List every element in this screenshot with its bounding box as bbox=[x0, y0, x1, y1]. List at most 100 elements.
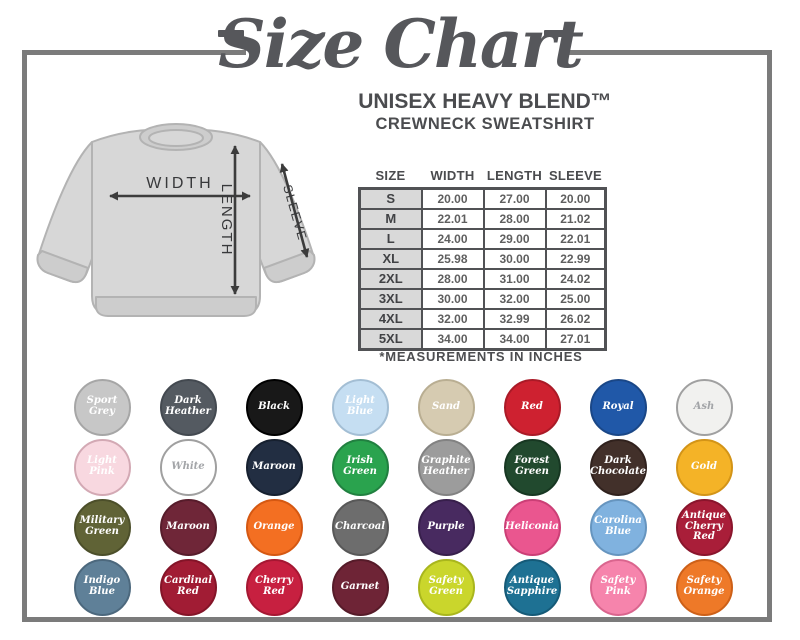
color-swatch-label: Antique Sapphire bbox=[506, 575, 558, 597]
size-cell: 5XL bbox=[358, 328, 423, 351]
size-cell: 3XL bbox=[358, 288, 423, 310]
swatch-light-pink: Light Pink bbox=[73, 438, 131, 496]
col-header-width: WIDTH bbox=[430, 168, 475, 183]
length-cell: 28.00 bbox=[482, 208, 547, 230]
size-table: SIZE WIDTH LENGTH SLEEVE S 20.00 27.00 2… bbox=[358, 168, 607, 351]
size-cell: 2XL bbox=[358, 268, 423, 290]
width-cell: 25.98 bbox=[420, 248, 485, 270]
sleeve-cell: 27.01 bbox=[544, 328, 607, 351]
width-cell: 30.00 bbox=[420, 288, 485, 310]
color-swatch-label: Purple bbox=[427, 520, 465, 532]
sleeve-cell: 20.00 bbox=[544, 187, 607, 210]
swatch-military-green: Military Green bbox=[73, 498, 131, 556]
frame-border-bottom bbox=[22, 617, 772, 622]
color-swatch-label: Dark Heather bbox=[165, 395, 211, 417]
width-arrow-label: WIDTH bbox=[146, 175, 213, 192]
color-swatch-grid: Sport Grey Dark Heather Black Light Blue… bbox=[59, 377, 747, 617]
length-cell: 32.00 bbox=[482, 288, 547, 310]
color-swatch-label: Carolina Blue bbox=[594, 515, 642, 537]
swatch-gold: Gold bbox=[675, 438, 733, 496]
width-cell: 24.00 bbox=[420, 228, 485, 250]
color-swatch-label: Safety Pink bbox=[600, 575, 636, 597]
swatch-antique-cherry-red: Antique Cherry Red bbox=[675, 498, 733, 556]
color-swatch-label: Dark Chocolate bbox=[590, 455, 646, 477]
length-cell: 34.00 bbox=[482, 328, 547, 351]
sleeve-cell: 21.02 bbox=[544, 208, 607, 230]
width-cell: 20.00 bbox=[420, 187, 485, 210]
swatch-dark-chocolate: Dark Chocolate bbox=[589, 438, 647, 496]
col-header-length: LENGTH bbox=[486, 168, 543, 183]
swatch-charcoal: Charcoal bbox=[331, 498, 389, 556]
length-cell: 30.00 bbox=[482, 248, 547, 270]
color-swatch-label: Maroon bbox=[166, 520, 210, 532]
color-swatch-label: Light Blue bbox=[345, 395, 375, 417]
swatch-white: White bbox=[159, 438, 217, 496]
sleeve-arrow bbox=[279, 163, 310, 258]
swatch-graphite-heather: Graphite Heather bbox=[417, 438, 475, 496]
col-header-sleeve: SLEEVE bbox=[548, 168, 603, 183]
length-cell: 32.99 bbox=[482, 308, 547, 330]
title-dash-left bbox=[218, 30, 244, 37]
frame-border-left bbox=[22, 50, 27, 622]
length-cell: 27.00 bbox=[482, 187, 547, 210]
swatch-safety-orange: Safety Orange bbox=[675, 558, 733, 616]
table-row: XL 25.98 30.00 22.99 bbox=[358, 248, 607, 270]
table-row: M 22.01 28.00 21.02 bbox=[358, 208, 607, 230]
sweatshirt-graphic bbox=[36, 123, 316, 317]
table-row: S 20.00 27.00 20.00 bbox=[358, 187, 607, 210]
sweatshirt-measurement-diagram: WIDTH LENGTH SLEEVE bbox=[36, 123, 316, 317]
size-cell: M bbox=[358, 208, 423, 230]
swatch-forest-green: Forest Green bbox=[503, 438, 561, 496]
width-cell: 32.00 bbox=[420, 308, 485, 330]
swatch-heliconia: Heliconia bbox=[503, 498, 561, 556]
swatch-sport-grey: Sport Grey bbox=[73, 378, 131, 436]
color-swatch-label: White bbox=[171, 460, 205, 472]
width-cell: 22.01 bbox=[420, 208, 485, 230]
color-swatch-label: Antique Cherry Red bbox=[681, 509, 727, 543]
swatch-safety-pink: Safety Pink bbox=[589, 558, 647, 616]
swatch-ash: Ash bbox=[675, 378, 733, 436]
color-swatch-label: Cherry Red bbox=[255, 575, 293, 597]
table-row: 5XL 34.00 34.00 27.01 bbox=[358, 328, 607, 351]
color-swatch-label: Orange bbox=[253, 520, 295, 532]
color-swatch-label: Graphite Heather bbox=[421, 455, 471, 477]
swatch-purple: Purple bbox=[417, 498, 475, 556]
frame-border-top-left bbox=[22, 50, 246, 55]
color-swatch-label: Light Pink bbox=[87, 455, 117, 477]
measurements-note: *MEASUREMENTS IN INCHES bbox=[379, 349, 583, 364]
size-table-header-row: SIZE WIDTH LENGTH SLEEVE bbox=[360, 168, 606, 189]
swatch-maroon: Maroon bbox=[159, 498, 217, 556]
table-row: 4XL 32.00 32.99 26.02 bbox=[358, 308, 607, 330]
width-cell: 34.00 bbox=[420, 328, 485, 351]
table-row: L 24.00 29.00 22.01 bbox=[358, 228, 607, 250]
swatch-black: Black bbox=[245, 378, 303, 436]
swatch-dark-heather: Dark Heather bbox=[159, 378, 217, 436]
color-swatch-label: Charcoal bbox=[335, 520, 386, 532]
measurement-arrows bbox=[109, 145, 310, 295]
color-swatch-label: Maroon bbox=[252, 460, 296, 472]
title-dash-right bbox=[544, 30, 570, 37]
sleeve-cell: 26.02 bbox=[544, 308, 607, 330]
swatch-red: Red bbox=[503, 378, 561, 436]
color-swatch-label: Garnet bbox=[340, 580, 380, 592]
swatch-irish-green: Irish Green bbox=[331, 438, 389, 496]
page-title: Size Chart bbox=[218, 5, 584, 83]
color-swatch-label: Safety Orange bbox=[683, 575, 725, 597]
color-swatch-label: Indigo Blue bbox=[83, 575, 121, 597]
color-swatch-label: Black bbox=[258, 400, 290, 412]
swatch-royal: Royal bbox=[589, 378, 647, 436]
size-cell: 4XL bbox=[358, 308, 423, 330]
color-swatch-label: Gold bbox=[690, 460, 717, 472]
length-arrow-label: LENGTH bbox=[218, 184, 235, 257]
sleeve-cell: 22.01 bbox=[544, 228, 607, 250]
color-swatch-label: Ash bbox=[693, 400, 715, 412]
size-cell: L bbox=[358, 228, 423, 250]
color-swatch-label: Red bbox=[521, 400, 543, 412]
frame-border-top-right bbox=[560, 50, 772, 55]
size-cell: S bbox=[358, 187, 423, 210]
table-row: 3XL 30.00 32.00 25.00 bbox=[358, 288, 607, 310]
table-row: 2XL 28.00 31.00 24.02 bbox=[358, 268, 607, 290]
color-swatch-label: Sand bbox=[432, 400, 460, 412]
color-swatch-label: Royal bbox=[602, 400, 634, 412]
